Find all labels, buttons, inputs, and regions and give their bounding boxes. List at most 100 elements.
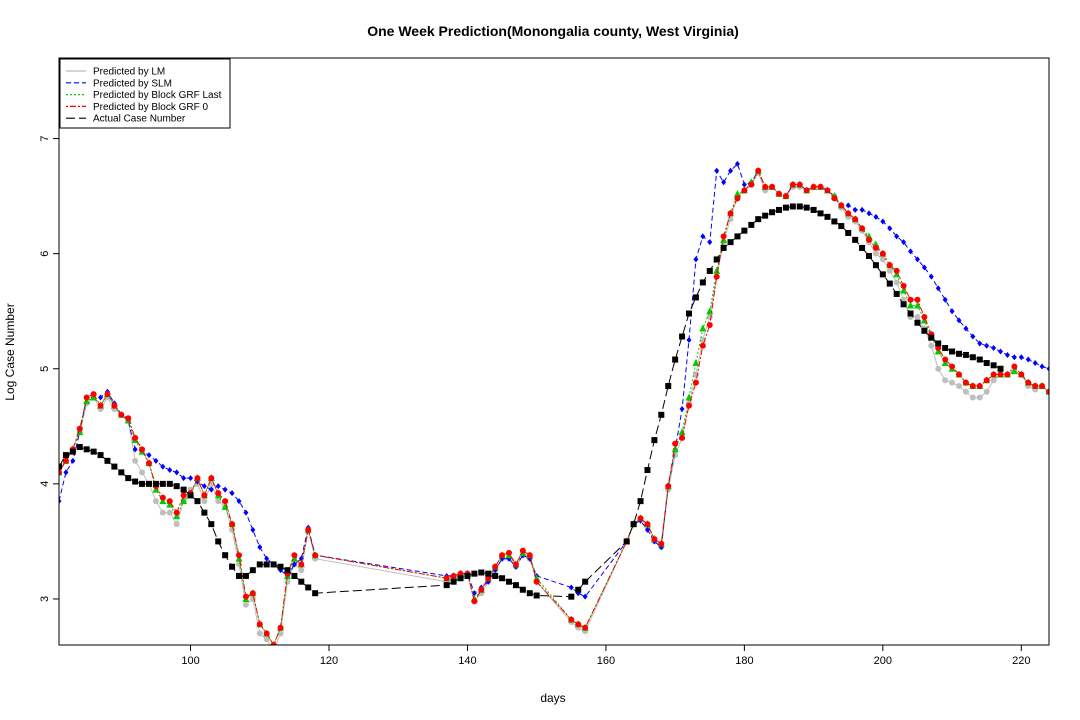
data-point — [935, 285, 941, 292]
data-point — [886, 262, 893, 269]
data-point — [990, 377, 997, 384]
data-point — [506, 578, 512, 585]
data-point — [104, 391, 111, 398]
data-point — [672, 356, 679, 363]
data-point — [872, 262, 879, 269]
data-point — [748, 181, 755, 188]
data-point — [907, 296, 914, 303]
data-point — [852, 216, 859, 223]
data-point — [769, 183, 776, 190]
plot-frame — [58, 57, 1050, 646]
x-tick-label: 120 — [320, 655, 338, 667]
data-point — [942, 356, 949, 363]
data-point — [153, 457, 159, 464]
data-point — [879, 250, 886, 257]
data-point — [111, 402, 118, 409]
data-point — [70, 457, 76, 464]
data-point — [921, 313, 928, 320]
data-point — [492, 563, 499, 570]
data-point — [976, 383, 983, 390]
data-point — [956, 350, 962, 357]
data-point — [215, 538, 222, 545]
data-point — [450, 578, 457, 585]
data-point — [256, 621, 263, 628]
data-point — [942, 345, 949, 352]
data-point — [1039, 383, 1046, 390]
data-point — [104, 457, 111, 464]
data-point — [1011, 354, 1017, 361]
data-point — [478, 586, 485, 593]
data-point — [512, 561, 519, 568]
data-point — [803, 204, 810, 211]
data-point — [700, 233, 706, 240]
data-point — [859, 225, 866, 232]
data-point — [159, 509, 166, 516]
data-point — [59, 469, 62, 476]
data-point — [215, 498, 222, 505]
data-point — [727, 210, 734, 217]
data-point — [312, 552, 319, 559]
data-point — [949, 308, 955, 315]
data-point — [997, 371, 1004, 378]
data-point — [582, 593, 588, 600]
data-point — [817, 210, 824, 217]
data-point — [1032, 360, 1038, 367]
x-axis: 100 120 140 160 180 200 220 — [181, 645, 1030, 667]
legend-label: Predicted by Block GRF 0 — [93, 102, 208, 113]
data-point — [270, 642, 277, 645]
data-point — [443, 582, 450, 589]
data-point — [132, 478, 139, 485]
series-line — [59, 206, 1001, 598]
data-point — [914, 313, 921, 320]
data-point — [59, 463, 62, 470]
y-tick-label: 4 — [39, 481, 51, 487]
x-tick-label: 140 — [458, 655, 476, 667]
data-point — [713, 266, 721, 274]
data-point — [305, 584, 312, 591]
data-point — [221, 502, 229, 510]
data-point — [900, 286, 908, 294]
data-point — [152, 480, 159, 487]
data-point — [997, 365, 1004, 372]
data-point — [942, 377, 949, 384]
data-point — [658, 411, 665, 418]
data-point — [298, 567, 305, 574]
x-tick-label: 200 — [874, 655, 892, 667]
data-point — [679, 406, 685, 413]
x-tick-label: 100 — [181, 655, 199, 667]
data-point — [872, 244, 879, 251]
data-point — [769, 209, 776, 216]
data-point — [714, 167, 720, 174]
data-point — [976, 394, 983, 401]
data-point — [111, 463, 118, 470]
data-point — [187, 492, 194, 499]
data-point — [838, 223, 845, 230]
data-point — [305, 526, 312, 533]
data-point — [942, 296, 948, 303]
data-point — [782, 204, 789, 211]
data-point — [478, 569, 485, 576]
data-point — [1032, 383, 1039, 390]
data-point — [568, 584, 574, 591]
data-point — [699, 342, 706, 349]
data-point — [720, 233, 727, 240]
data-point — [887, 225, 893, 232]
data-point — [264, 555, 270, 562]
data-point — [263, 630, 270, 637]
data-point — [118, 411, 125, 418]
data-point — [921, 264, 927, 271]
y-axis-title: Log Case Number — [3, 303, 17, 400]
data-point — [630, 521, 637, 528]
data-point — [1010, 367, 1018, 375]
data-point — [914, 256, 920, 263]
data-point — [485, 570, 492, 577]
data-point — [90, 391, 97, 398]
data-point — [699, 279, 706, 286]
data-point — [201, 492, 208, 499]
data-point — [748, 221, 755, 228]
series-3 — [59, 167, 1049, 645]
data-point — [506, 549, 512, 556]
data-point — [298, 561, 305, 568]
data-point — [312, 590, 319, 597]
